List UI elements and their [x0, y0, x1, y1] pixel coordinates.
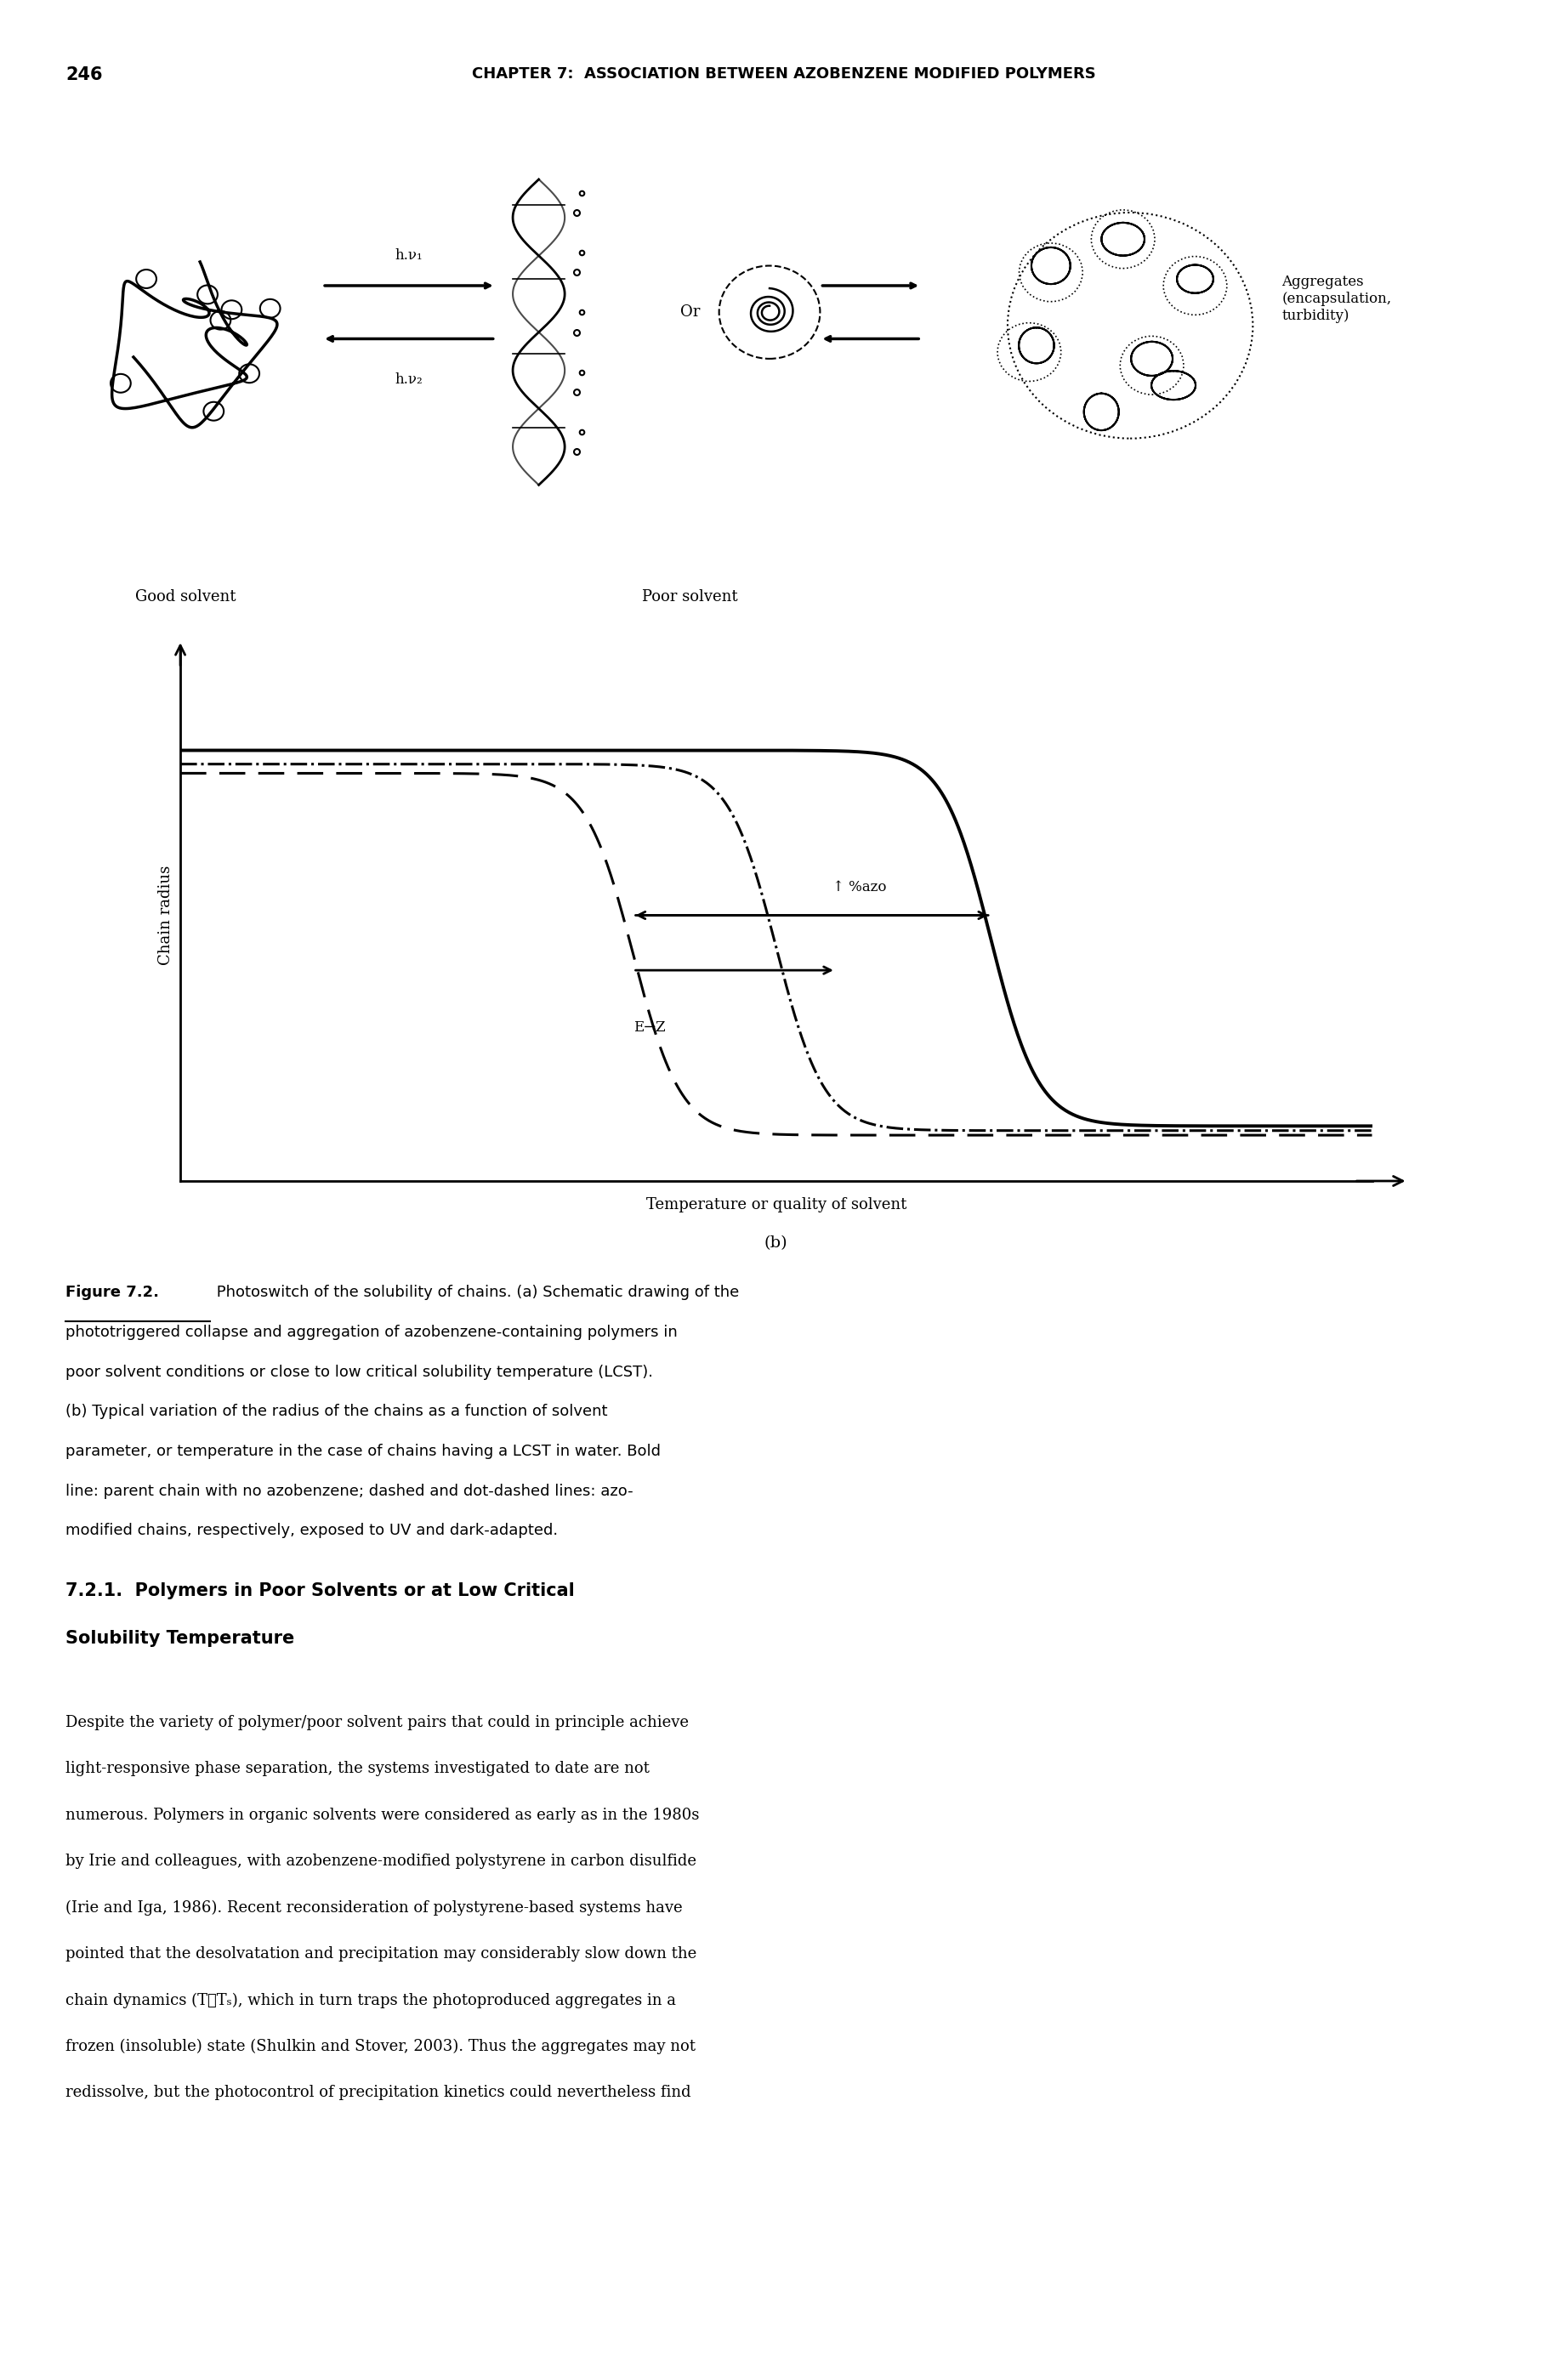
Text: redissolve, but the photocontrol of precipitation kinetics could nevertheless fi: redissolve, but the photocontrol of prec… — [66, 2086, 691, 2100]
Text: h.ν₂: h.ν₂ — [395, 371, 423, 387]
Text: Figure 7.2.: Figure 7.2. — [66, 1285, 160, 1299]
Text: (b) Typical variation of the radius of the chains as a function of solvent: (b) Typical variation of the radius of t… — [66, 1403, 608, 1420]
Text: 7.2.1.  Polymers in Poor Solvents or at Low Critical: 7.2.1. Polymers in Poor Solvents or at L… — [66, 1583, 575, 1599]
Text: poor solvent conditions or close to low critical solubility temperature (LCST).: poor solvent conditions or close to low … — [66, 1365, 654, 1379]
Text: numerous. Polymers in organic solvents were considered as early as in the 1980s: numerous. Polymers in organic solvents w… — [66, 1807, 699, 1823]
Text: chain dynamics (T≪Tₛ), which in turn traps the photoproduced aggregates in a: chain dynamics (T≪Tₛ), which in turn tra… — [66, 1994, 676, 2008]
Text: Good solvent: Good solvent — [135, 588, 235, 605]
Text: E→Z: E→Z — [633, 1020, 665, 1035]
Text: ↑ %azo: ↑ %azo — [833, 881, 886, 895]
Text: modified chains, respectively, exposed to UV and dark-adapted.: modified chains, respectively, exposed t… — [66, 1523, 558, 1538]
Text: Poor solvent: Poor solvent — [643, 588, 739, 605]
Text: parameter, or temperature in the case of chains having a LCST in water. Bold: parameter, or temperature in the case of… — [66, 1443, 662, 1460]
Text: frozen (insoluble) state (Shulkin and Stover, 2003). Thus the aggregates may not: frozen (insoluble) state (Shulkin and St… — [66, 2038, 696, 2055]
Text: Photoswitch of the solubility of chains. (a) Schematic drawing of the: Photoswitch of the solubility of chains.… — [212, 1285, 739, 1299]
Text: (Irie and Iga, 1986). Recent reconsideration of polystyrene-based systems have: (Irie and Iga, 1986). Recent reconsidera… — [66, 1899, 684, 1916]
Text: Despite the variety of polymer/poor solvent pairs that could in principle achiev: Despite the variety of polymer/poor solv… — [66, 1715, 690, 1729]
Text: Solubility Temperature: Solubility Temperature — [66, 1630, 295, 1646]
Text: light-responsive phase separation, the systems investigated to date are not: light-responsive phase separation, the s… — [66, 1762, 649, 1776]
Y-axis label: Chain radius: Chain radius — [158, 864, 172, 966]
Text: (b): (b) — [765, 1235, 787, 1249]
Text: CHAPTER 7:  ASSOCIATION BETWEEN AZOBENZENE MODIFIED POLYMERS: CHAPTER 7: ASSOCIATION BETWEEN AZOBENZEN… — [472, 66, 1096, 80]
Text: h.ν₁: h.ν₁ — [395, 248, 423, 262]
Text: by Irie and colleagues, with azobenzene-modified polystyrene in carbon disulfide: by Irie and colleagues, with azobenzene-… — [66, 1854, 696, 1868]
Text: phototriggered collapse and aggregation of azobenzene-containing polymers in: phototriggered collapse and aggregation … — [66, 1325, 677, 1339]
Text: Aggregates
(encapsulation,
turbidity): Aggregates (encapsulation, turbidity) — [1281, 274, 1391, 324]
Text: Temperature or quality of solvent: Temperature or quality of solvent — [646, 1198, 906, 1212]
Text: 246: 246 — [66, 66, 103, 83]
Text: pointed that the desolvatation and precipitation may considerably slow down the: pointed that the desolvatation and preci… — [66, 1946, 698, 1960]
Text: (a): (a) — [773, 685, 795, 699]
Text: line: parent chain with no azobenzene; dashed and dot-dashed lines: azo-: line: parent chain with no azobenzene; d… — [66, 1483, 633, 1498]
Text: Or: Or — [681, 305, 701, 319]
